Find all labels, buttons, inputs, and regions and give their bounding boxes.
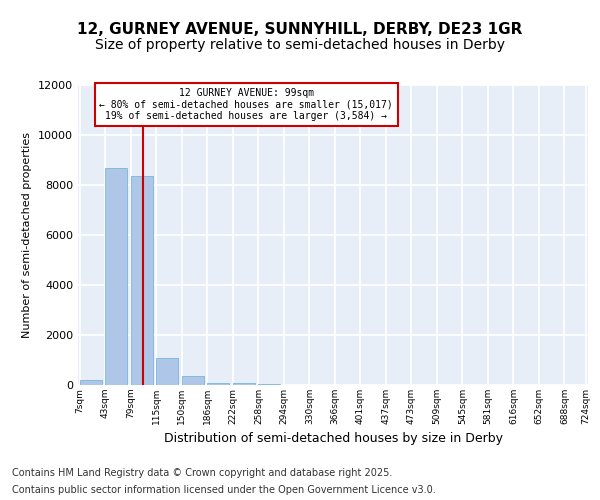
Bar xyxy=(259,384,280,385)
Bar xyxy=(233,383,254,385)
Bar xyxy=(157,358,178,385)
Y-axis label: Number of semi-detached properties: Number of semi-detached properties xyxy=(22,132,32,338)
X-axis label: Distribution of semi-detached houses by size in Derby: Distribution of semi-detached houses by … xyxy=(163,432,503,446)
Text: Size of property relative to semi-detached houses in Derby: Size of property relative to semi-detach… xyxy=(95,38,505,52)
Bar xyxy=(182,376,203,385)
Text: 12 GURNEY AVENUE: 99sqm
← 80% of semi-detached houses are smaller (15,017)
19% o: 12 GURNEY AVENUE: 99sqm ← 80% of semi-de… xyxy=(100,88,393,121)
Text: Contains HM Land Registry data © Crown copyright and database right 2025.: Contains HM Land Registry data © Crown c… xyxy=(12,468,392,477)
Bar xyxy=(131,176,152,385)
Text: Contains public sector information licensed under the Open Government Licence v3: Contains public sector information licen… xyxy=(12,485,436,495)
Text: 12, GURNEY AVENUE, SUNNYHILL, DERBY, DE23 1GR: 12, GURNEY AVENUE, SUNNYHILL, DERBY, DE2… xyxy=(77,22,523,38)
Bar xyxy=(106,168,127,385)
Bar xyxy=(208,382,229,385)
Bar xyxy=(80,380,101,385)
